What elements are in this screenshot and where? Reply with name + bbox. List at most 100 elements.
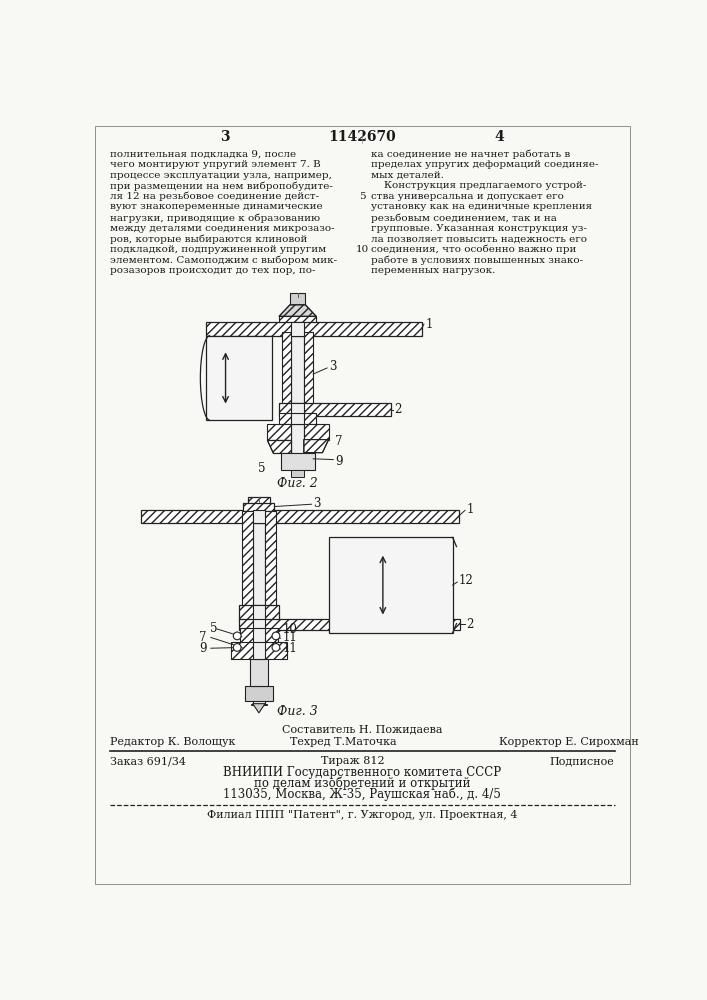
Bar [279, 316, 316, 332]
Text: 3: 3 [329, 360, 336, 373]
Text: вуют знакопеременные динамические: вуют знакопеременные динамические [110, 202, 322, 211]
Text: процессе эксплуатации узла, например,: процессе эксплуатации узла, например, [110, 171, 332, 180]
Bar [231, 642, 287, 659]
Bar [206, 336, 272, 420]
Text: Заказ 691/34: Заказ 691/34 [110, 756, 186, 766]
Polygon shape [304, 440, 329, 453]
Text: соединения, что особенно важно при: соединения, что особенно важно при [371, 245, 577, 254]
Text: по делам изобретений и открытий: по делам изобретений и открытий [254, 777, 470, 790]
Text: Корректор Е. Сирохман: Корректор Е. Сирохман [499, 737, 639, 747]
Bar [252, 628, 265, 644]
Text: Редактор К. Волощук: Редактор К. Волощук [110, 737, 235, 747]
Bar [304, 424, 329, 440]
Text: ла позволяет повысить надежность его: ла позволяет повысить надежность его [371, 234, 588, 243]
Text: 1: 1 [426, 318, 433, 331]
Text: нагрузки, приводящие к образованию: нагрузки, приводящие к образованию [110, 213, 320, 223]
Bar [250, 659, 268, 686]
Text: групповые. Указанная конструкция уз-: групповые. Указанная конструкция уз- [371, 224, 587, 233]
Text: ля 12 на резьбовое соединение дейст-: ля 12 на резьбовое соединение дейст- [110, 192, 319, 201]
Bar [290, 293, 305, 305]
Circle shape [233, 632, 241, 640]
Text: 10: 10 [282, 623, 297, 636]
Bar [291, 403, 304, 416]
Text: 5: 5 [358, 192, 366, 201]
Text: 113035, Москва, Ж-35, Раушская наб., д. 4/5: 113035, Москва, Ж-35, Раушская наб., д. … [223, 788, 501, 801]
Text: пределах упругих деформаций соединяе-: пределах упругих деформаций соединяе- [371, 160, 599, 169]
Bar [206, 322, 421, 336]
Text: 11: 11 [282, 642, 297, 655]
Text: 3: 3 [220, 130, 230, 144]
Bar [265, 511, 276, 609]
Text: 11: 11 [282, 631, 297, 644]
Bar [245, 686, 273, 701]
Text: Конструкция предлагаемого устрой-: Конструкция предлагаемого устрой- [371, 181, 587, 190]
Bar [279, 413, 316, 424]
Bar [291, 413, 304, 424]
Bar [252, 619, 265, 630]
Polygon shape [252, 704, 265, 713]
Bar [304, 332, 313, 413]
Text: 2: 2 [395, 403, 402, 416]
Bar [239, 605, 279, 620]
Bar [291, 470, 304, 477]
Text: резьбовым соединением, так и на: резьбовым соединением, так и на [371, 213, 557, 223]
Text: установку как на единичные крепления: установку как на единичные крепления [371, 202, 592, 211]
Text: элементом. Самоподжим с выбором мик-: элементом. Самоподжим с выбором мик- [110, 256, 337, 265]
Bar [141, 510, 459, 523]
Text: подкладкой, подпружиненной упругим: подкладкой, подпружиненной упругим [110, 245, 327, 254]
Bar [279, 403, 391, 416]
Bar [252, 499, 265, 704]
Text: розазоров происходит до тех пор, по-: розазоров происходит до тех пор, по- [110, 266, 315, 275]
Text: Подписное: Подписное [550, 756, 614, 766]
Text: Техред Т.Маточка: Техред Т.Маточка [290, 737, 397, 747]
Text: Тираж 812: Тираж 812 [321, 756, 385, 766]
Text: 12: 12 [459, 574, 474, 587]
Text: 5: 5 [258, 462, 266, 475]
Text: ка соединение не начнет работать в: ка соединение не начнет работать в [371, 149, 571, 159]
Text: 2: 2 [467, 618, 474, 631]
Bar [291, 299, 304, 468]
Text: Фиг. 3: Фиг. 3 [277, 705, 318, 718]
Bar [267, 424, 291, 440]
Circle shape [272, 644, 280, 651]
Text: 7: 7 [335, 435, 342, 448]
Text: 1: 1 [467, 503, 474, 516]
Bar [252, 510, 265, 523]
Bar [251, 704, 267, 705]
Text: чего монтируют упругий элемент 7. В: чего монтируют упругий элемент 7. В [110, 160, 321, 169]
Text: переменных нагрузок.: переменных нагрузок. [371, 266, 496, 275]
Text: ства универсальна и допускает его: ства универсальна и допускает его [371, 192, 564, 201]
Polygon shape [279, 305, 316, 316]
Bar [239, 619, 460, 630]
Text: Филиал ППП "Патент", г. Ужгород, ул. Проектная, 4: Филиал ППП "Патент", г. Ужгород, ул. Про… [206, 810, 518, 820]
Text: 7: 7 [199, 631, 207, 644]
Text: полнительная подкладка 9, после: полнительная подкладка 9, после [110, 149, 296, 158]
Polygon shape [267, 440, 291, 453]
Text: Составитель Н. Пожидаева: Составитель Н. Пожидаева [281, 725, 442, 735]
Text: 9: 9 [335, 455, 342, 468]
Text: 1142670: 1142670 [328, 130, 396, 144]
Bar [248, 497, 270, 511]
Text: мых деталей.: мых деталей. [371, 171, 444, 180]
Bar [329, 537, 452, 633]
Text: Фиг. 2: Фиг. 2 [277, 477, 318, 490]
Text: 9: 9 [199, 642, 207, 655]
Bar [242, 511, 252, 609]
Text: 4: 4 [494, 130, 504, 144]
Text: при размещении на нем вибропобудите-: при размещении на нем вибропобудите- [110, 181, 333, 191]
Bar [282, 332, 291, 413]
Circle shape [272, 632, 280, 640]
Bar [240, 628, 279, 644]
Text: 5: 5 [210, 622, 218, 635]
Text: 10: 10 [356, 245, 368, 254]
Text: 3: 3 [313, 497, 321, 510]
Bar [252, 642, 265, 659]
Bar [281, 453, 315, 470]
Text: работе в условиях повышенных знако-: работе в условиях повышенных знако- [371, 256, 583, 265]
Text: ВНИИПИ Государственного комитета СССР: ВНИИПИ Государственного комитета СССР [223, 766, 501, 779]
Bar [252, 605, 265, 620]
Circle shape [233, 644, 241, 651]
Bar [291, 322, 304, 336]
Text: между деталями соединения микрозазо-: между деталями соединения микрозазо- [110, 224, 334, 233]
Bar [243, 503, 274, 511]
